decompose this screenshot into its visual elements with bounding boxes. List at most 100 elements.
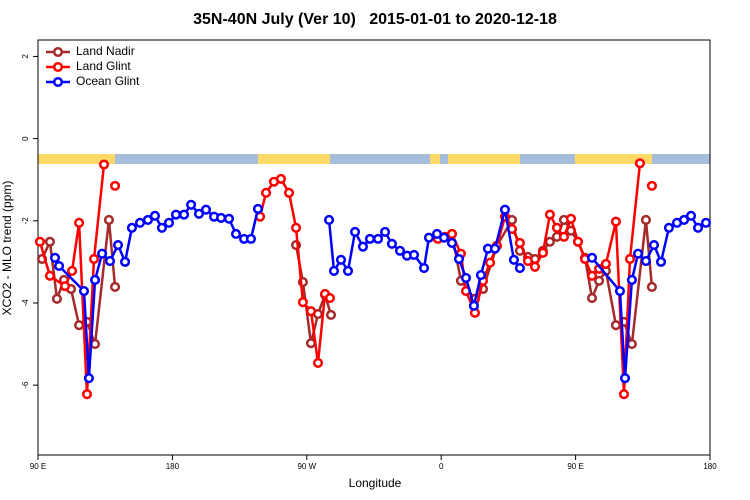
data-point	[126, 222, 137, 233]
data-point	[685, 210, 697, 221]
x-tick-label: 180	[166, 462, 180, 471]
data-point	[325, 309, 337, 320]
x-tick-label: 90 W	[297, 462, 316, 471]
data-point	[88, 253, 100, 265]
data-point	[252, 203, 264, 214]
data-point	[522, 256, 534, 267]
data-point	[178, 209, 190, 220]
data-point	[438, 232, 450, 243]
data-point	[305, 338, 317, 349]
x-axis-label: Longitude	[349, 476, 402, 490]
series-line	[258, 177, 331, 364]
data-point	[78, 286, 90, 297]
data-point	[640, 256, 651, 267]
data-point	[275, 173, 287, 184]
data-point	[537, 247, 548, 258]
data-point	[423, 232, 435, 243]
data-point	[364, 233, 376, 244]
data-point	[386, 238, 397, 249]
data-point	[112, 239, 124, 251]
data-point	[342, 265, 354, 276]
data-point	[663, 222, 674, 233]
legend-marker	[52, 61, 64, 73]
data-point	[44, 270, 55, 281]
data-point	[163, 217, 175, 228]
data-point	[83, 373, 94, 384]
data-point	[97, 248, 108, 259]
data-point	[324, 292, 335, 304]
data-point	[514, 237, 525, 249]
data-point	[626, 274, 637, 286]
data-point	[453, 253, 465, 265]
series-line	[591, 214, 707, 379]
y-tick-label: 2	[21, 54, 30, 59]
data-point	[245, 233, 256, 244]
data-point	[290, 222, 302, 233]
data-point	[335, 254, 347, 265]
data-point	[618, 389, 630, 400]
legend-marker	[52, 76, 64, 88]
data-point	[324, 214, 335, 226]
data-point	[134, 217, 146, 228]
data-point	[349, 226, 361, 237]
data-point	[460, 272, 472, 283]
data-point	[529, 261, 541, 272]
data-point	[59, 281, 71, 292]
data-point	[655, 256, 667, 267]
data-point	[103, 214, 114, 226]
data-point	[216, 212, 227, 223]
land-band	[258, 154, 330, 164]
x-tick-label: 90 E	[567, 462, 583, 471]
data-point	[468, 300, 479, 311]
data-point	[142, 214, 153, 226]
data-point	[614, 286, 626, 297]
data-point	[418, 262, 430, 274]
data-point	[156, 222, 167, 233]
data-point	[200, 204, 212, 215]
y-tick-label: 0	[21, 136, 30, 141]
data-point	[499, 204, 511, 215]
data-point	[632, 248, 644, 259]
data-point	[619, 373, 631, 384]
land-band	[448, 154, 520, 164]
data-point	[120, 256, 131, 267]
data-point	[230, 228, 242, 239]
data-point	[544, 209, 555, 220]
data-point	[572, 236, 584, 247]
land-band	[575, 154, 652, 164]
legend-label: Land Nadir	[76, 44, 135, 58]
legend-label: Land Glint	[76, 59, 131, 73]
data-point	[626, 339, 637, 350]
data-point	[408, 249, 420, 260]
data-point	[446, 237, 458, 249]
data-point	[586, 270, 598, 281]
data-point	[74, 320, 85, 331]
data-point	[44, 236, 55, 247]
data-point	[372, 233, 384, 244]
data-point	[586, 252, 598, 263]
data-point	[648, 239, 660, 251]
data-point	[514, 262, 525, 274]
plot-frame	[37, 39, 711, 456]
data-point	[51, 293, 63, 304]
data-point	[297, 297, 308, 308]
y-tick-label: -6	[21, 381, 30, 389]
data-point	[484, 257, 496, 268]
ocean-band	[38, 154, 710, 164]
data-point	[634, 158, 646, 169]
data-point	[586, 292, 598, 304]
data-point	[283, 187, 295, 198]
data-point	[610, 216, 621, 227]
data-point	[81, 389, 93, 400]
x-tick-label: 0	[439, 462, 444, 471]
data-point	[700, 217, 712, 228]
x-tick-label: 90 E	[30, 462, 46, 471]
data-point	[380, 226, 391, 237]
data-point	[551, 222, 562, 233]
data-point	[170, 209, 182, 220]
data-point	[149, 210, 160, 221]
data-point	[475, 269, 486, 281]
data-point	[34, 236, 45, 247]
data-point	[593, 275, 605, 286]
